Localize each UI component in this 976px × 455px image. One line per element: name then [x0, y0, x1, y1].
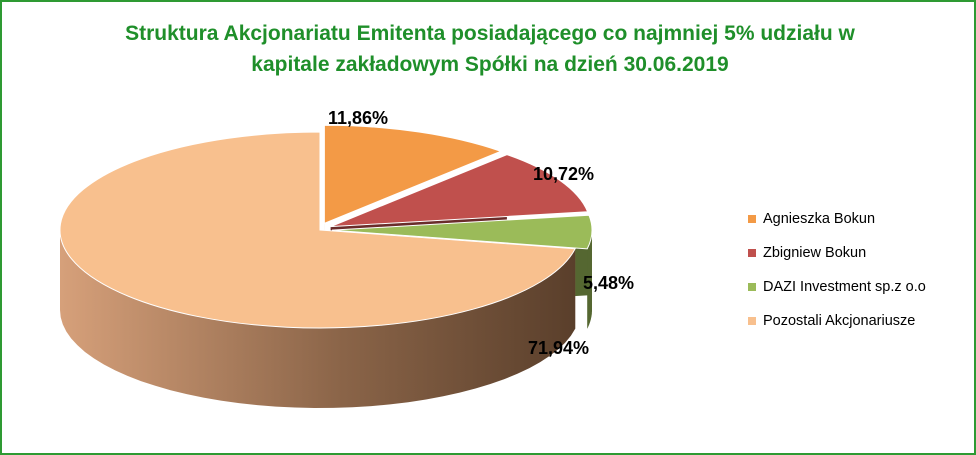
chart-legend: Agnieszka Bokun Zbigniew Bokun DAZI Invest…	[748, 202, 970, 338]
legend-label: DAZI Investment sp.z o.o	[763, 279, 926, 295]
pie-slice	[323, 124, 503, 225]
pie-slice-side	[60, 230, 576, 408]
legend-item: Agnieszka Bokun	[748, 202, 970, 236]
pie-slice-side	[587, 230, 592, 329]
legend-label: Pozostali Akcjonariusze	[763, 313, 916, 329]
legend-label: Zbigniew Bokun	[763, 245, 867, 261]
chart-title: Struktura Akcjonariatu Emitenta posiadaj…	[125, 22, 855, 76]
legend-swatch	[748, 317, 756, 325]
data-label: 71,94%	[528, 338, 589, 358]
data-label: 5,48%	[583, 273, 634, 293]
legend-swatch	[748, 215, 756, 223]
legend-item: Pozostali Akcjonariusze	[748, 304, 970, 338]
data-label: 10,72%	[533, 164, 594, 184]
legend-swatch	[748, 283, 756, 291]
pie-slice	[331, 214, 593, 250]
legend-swatch	[748, 249, 756, 257]
legend-item: DAZI Investment sp.z o.o	[748, 270, 970, 304]
legend-item: Zbigniew Bokun	[748, 236, 970, 270]
pie-slice	[59, 131, 576, 329]
data-label: 11,86%	[328, 108, 388, 128]
pie-slice	[330, 154, 589, 228]
legend-label: Agnieszka Bokun	[763, 211, 876, 227]
